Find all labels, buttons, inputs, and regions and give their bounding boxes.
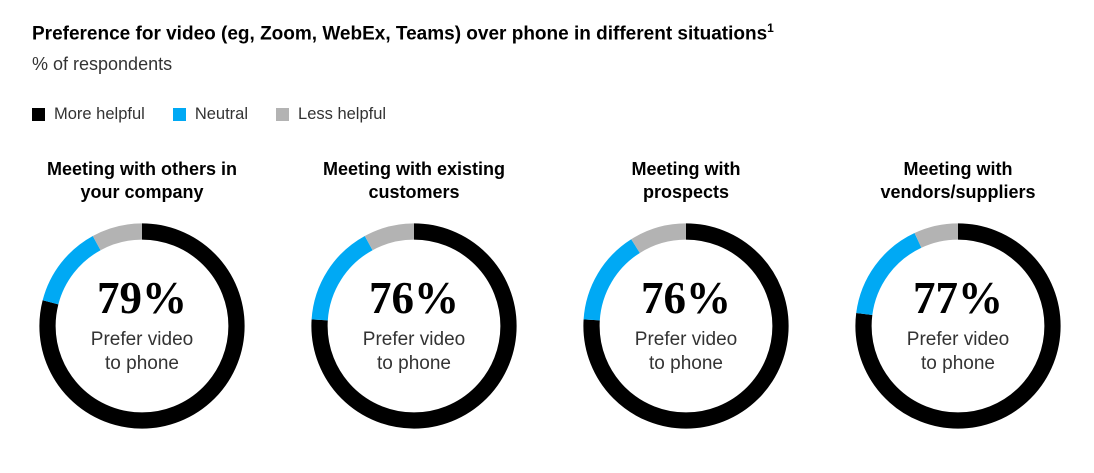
chart-panel: Preference for video (eg, Zoom, WebEx, T… <box>6 17 1094 431</box>
donut-center-caption: Prefer video to phone <box>906 329 1010 375</box>
legend-label: Less helpful <box>298 105 387 124</box>
donut-center-value: 79% <box>97 273 187 324</box>
donut-title-line: Meeting with <box>631 159 741 180</box>
donut-title-line: customers <box>368 182 460 203</box>
legend-item: More helpful <box>32 105 145 124</box>
donut-column-title: Meeting with existing customers <box>323 158 505 204</box>
donut-arc-less-helpful <box>39 223 245 429</box>
donut-title-line: your company <box>80 182 204 203</box>
donut-arc-less-helpful <box>311 223 517 429</box>
donut-column: Meeting with others in your company 79% P… <box>6 158 278 431</box>
legend-swatch-icon <box>172 108 186 122</box>
donut-column-title: Meeting with prospects <box>632 158 741 204</box>
donut-title-line: Meeting with <box>903 159 1013 180</box>
page-title-text: Preference for video (eg, Zoom, WebEx, T… <box>32 23 768 45</box>
donut-center-label: 79% Prefer video to phone <box>37 221 247 431</box>
legend-item: Neutral <box>172 105 249 124</box>
donut-chart: 76% Prefer video to phone <box>309 221 519 431</box>
legend-item: Less helpful <box>276 105 386 124</box>
donut-center-value: 76% <box>641 273 731 324</box>
donut-ring <box>311 223 517 429</box>
donut-center-value: 76% <box>369 273 459 324</box>
donut-center-value: 77% <box>913 273 1003 324</box>
donut-column: Meeting with vendors/suppliers 77% Prefer… <box>822 158 1094 431</box>
donut-center-caption: Prefer video to phone <box>634 329 738 375</box>
donut-chart: 76% Prefer video to phone <box>581 221 791 431</box>
donut-center-caption: Prefer video to phone <box>90 329 194 375</box>
donut-title-line: prospects <box>642 182 730 203</box>
donut-ring <box>583 223 789 429</box>
chart-subtitle: % of respondents <box>32 54 173 75</box>
legend-swatch-icon <box>32 108 45 122</box>
legend-swatch-icon <box>276 108 290 122</box>
donut-title-line: Meeting with others in <box>46 159 237 180</box>
donut-title-line: vendors/suppliers <box>880 182 1036 203</box>
donut-center-label: 77% Prefer video to phone <box>853 221 1063 431</box>
donut-column-title: Meeting with vendors/suppliers <box>880 158 1035 204</box>
legend-label: More helpful <box>54 105 145 124</box>
donut-arc-less-helpful <box>583 223 789 429</box>
donut-title-line: Meeting with existing <box>322 159 505 180</box>
donut-ring <box>855 223 1061 429</box>
donut-chart: 79% Prefer video to phone <box>37 221 247 431</box>
legend: More helpful Neutral Less helpful <box>32 105 1094 124</box>
donut-center-label: 76% Prefer video to phone <box>309 221 519 431</box>
donut-grid: Meeting with others in your company 79% P… <box>6 158 1094 431</box>
page-title: Preference for video (eg, Zoom, WebEx, T… <box>32 17 1094 45</box>
donut-column: Meeting with prospects 76% Prefer video t… <box>550 158 822 431</box>
donut-chart: 77% Prefer video to phone <box>853 221 1063 431</box>
donut-column-title: Meeting with others in your company <box>47 158 237 204</box>
legend-label: Neutral <box>194 105 249 124</box>
donut-arc-less-helpful <box>855 223 1061 429</box>
title-footnote-marker: 1 <box>767 21 774 35</box>
donut-center-label: 76% Prefer video to phone <box>581 221 791 431</box>
donut-center-caption: Prefer video to phone <box>362 329 466 375</box>
donut-ring <box>39 223 245 429</box>
donut-column: Meeting with existing customers 76% Prefe… <box>278 158 550 431</box>
